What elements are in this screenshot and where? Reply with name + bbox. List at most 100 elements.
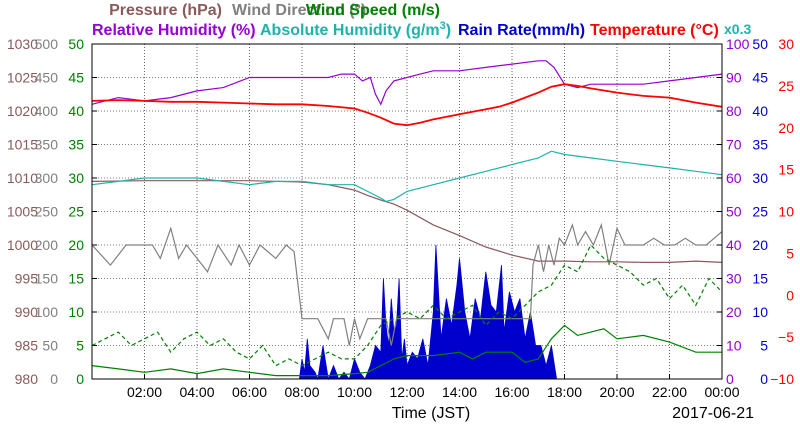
y-tick-rain-rate: 15 — [752, 271, 768, 287]
series-wind-direction — [91, 222, 723, 346]
legend-absolute-humidity-label: Absolute Humidity (g/m — [260, 22, 440, 39]
y-tick-temperature: 30 — [778, 36, 794, 52]
legend: Pressure (hPa) Wind Direction (°) Wind S… — [92, 2, 751, 39]
y-tick-temperature: 25 — [778, 78, 794, 94]
y-tick-pressure: 985 — [15, 338, 39, 354]
plot-frame — [91, 43, 723, 380]
legend-temperature: Temperature (°C) — [590, 22, 719, 39]
y-tick-wind-direction: 350 — [35, 137, 59, 153]
legend-absolute-humidity: Absolute Humidity (g/m3) — [260, 20, 451, 39]
y-tick-rain-rate: 5 — [760, 338, 768, 354]
y-tick-rain-rate: 10 — [752, 304, 768, 320]
y-tick-relative-humidity: 100 — [726, 36, 750, 52]
y-tick-temperature: 0 — [786, 287, 794, 303]
y-tick-wind-direction: 200 — [35, 237, 59, 253]
y-tick-relative-humidity: 0 — [726, 371, 734, 387]
y-tick-rain-rate: 30 — [752, 170, 768, 186]
x-tick-label: 12:00 — [389, 384, 424, 400]
y-tick-wind-direction: 400 — [35, 103, 59, 119]
y-tick-rain-rate: 20 — [752, 237, 768, 253]
y-tick-temperature: −5 — [778, 329, 794, 345]
y-tick-wind-direction: 150 — [35, 271, 59, 287]
y-tick-wind-direction: 500 — [35, 36, 59, 52]
y-tick-wind-direction: 0 — [50, 371, 58, 387]
series-absolute-humidity-g-m-x0-3 — [91, 150, 723, 203]
y-tick-wind-speed: 0 — [76, 371, 84, 387]
y-tick-relative-humidity: 20 — [726, 304, 742, 320]
legend-wind-direction: Wind Direction (°) — [232, 2, 366, 19]
y-tick-wind-direction: 250 — [35, 204, 59, 220]
y-tick-temperature: 5 — [786, 245, 794, 261]
y-tick-relative-humidity: 70 — [726, 137, 742, 153]
y-tick-pressure: 990 — [15, 304, 39, 320]
y-tick-pressure: 1025 — [7, 70, 38, 86]
y-tick-relative-humidity: 50 — [726, 204, 742, 220]
y-tick-wind-speed: 50 — [68, 36, 84, 52]
y-tick-wind-direction: 300 — [35, 170, 59, 186]
y-tick-wind-speed: 20 — [68, 237, 84, 253]
y-tick-pressure: 980 — [15, 371, 39, 387]
y-tick-relative-humidity: 10 — [726, 338, 742, 354]
y-tick-temperature: 20 — [778, 120, 794, 136]
series-layer — [91, 43, 723, 381]
y-tick-pressure: 1030 — [7, 36, 38, 52]
series-wind-speed-gust-m-s — [91, 243, 723, 367]
y-tick-wind-speed: 45 — [68, 70, 84, 86]
y-tick-rain-rate: 0 — [760, 371, 768, 387]
chart-date: 2017-06-21 — [672, 405, 754, 422]
y-tick-wind-speed: 15 — [68, 271, 84, 287]
legend-absolute-humidity-sup: 3 — [440, 20, 446, 32]
y-tick-pressure: 1020 — [7, 103, 38, 119]
x-tick-label: 04:00 — [179, 384, 214, 400]
y-tick-relative-humidity: 30 — [726, 271, 742, 287]
y-tick-pressure: 1010 — [7, 170, 38, 186]
y-tick-relative-humidity: 80 — [726, 103, 742, 119]
y-tick-temperature: −10 — [770, 371, 794, 387]
legend-pressure: Pressure (hPa) — [109, 2, 222, 19]
x-tick-label: 00:00 — [704, 384, 739, 400]
y-tick-wind-speed: 40 — [68, 103, 84, 119]
y-tick-wind-speed: 30 — [68, 170, 84, 186]
x-axis-ticks: 02:00 04:00 06:00 08:00 10:00 12:00 14:00 16:00… — [127, 374, 740, 400]
y-tick-wind-direction: 100 — [35, 304, 59, 320]
y-axis-ticks: 1030102510201015101010051000995990985980… — [7, 36, 794, 387]
y-tick-rain-rate: 35 — [752, 137, 768, 153]
x-axis-label: Time (JST) — [392, 405, 471, 422]
series-temperature-c — [91, 83, 723, 127]
legend-absolute-humidity-close: ) — [446, 22, 451, 39]
legend-wind-speed: Wind Speed (m/s) — [306, 2, 440, 19]
x-tick-label: 20:00 — [599, 384, 634, 400]
y-tick-pressure: 1015 — [7, 137, 38, 153]
x-tick-label: 22:00 — [652, 384, 687, 400]
x-tick-label: 18:00 — [547, 384, 582, 400]
y-tick-wind-direction: 50 — [42, 338, 58, 354]
x-tick-label: 02:00 — [127, 384, 162, 400]
y-tick-rain-rate: 25 — [752, 204, 768, 220]
x-tick-label: 16:00 — [494, 384, 529, 400]
y-tick-temperature: 10 — [778, 204, 794, 220]
y-tick-temperature: 15 — [778, 162, 794, 178]
x-tick-label: 08:00 — [284, 384, 319, 400]
legend-rain-rate: Rain Rate(mm/h) — [458, 22, 585, 39]
y-tick-rain-rate: 50 — [752, 36, 768, 52]
y-tick-wind-speed: 35 — [68, 137, 84, 153]
y-tick-wind-speed: 5 — [76, 338, 84, 354]
y-tick-rain-rate: 40 — [752, 103, 768, 119]
y-tick-wind-speed: 10 — [68, 304, 84, 320]
x-tick-label: 06:00 — [232, 384, 267, 400]
series-wind-speed-m-s — [91, 324, 722, 377]
y-tick-relative-humidity: 60 — [726, 170, 742, 186]
y-tick-relative-humidity: 90 — [726, 70, 742, 86]
x-tick-label: 10:00 — [337, 384, 372, 400]
y-tick-wind-speed: 25 — [68, 204, 84, 220]
legend-relative-humidity: Relative Humidity (%) — [92, 22, 256, 39]
y-tick-pressure: 1000 — [7, 237, 38, 253]
y-tick-relative-humidity: 40 — [726, 237, 742, 253]
y-tick-rain-rate: 45 — [752, 70, 768, 86]
x-tick-label: 14:00 — [442, 384, 477, 400]
y-tick-wind-direction: 450 — [35, 70, 59, 86]
y-tick-pressure: 1005 — [7, 204, 38, 220]
y-tick-pressure: 995 — [15, 271, 39, 287]
legend-abs-multiplier: x0.3 — [724, 21, 751, 37]
